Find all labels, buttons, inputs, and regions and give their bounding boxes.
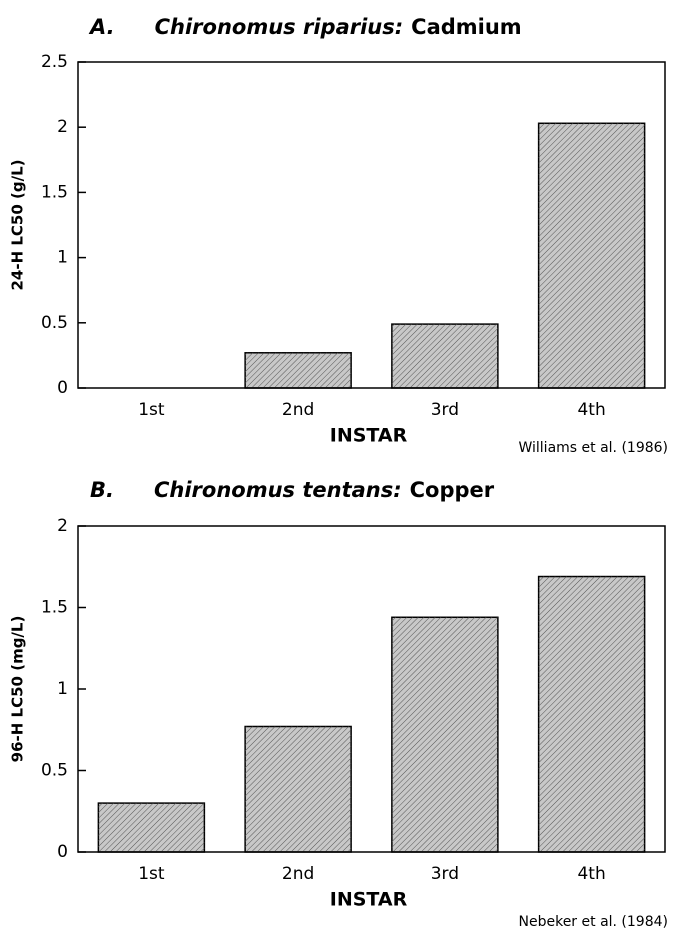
- title-part: Cadmium: [411, 15, 522, 39]
- y-tick-label: 1.5: [41, 598, 68, 618]
- y-tick-label: 0.5: [41, 761, 68, 781]
- x-tick-label: 2nd: [282, 400, 314, 420]
- x-tick-label: 1st: [138, 864, 165, 884]
- x-tick-label: 1st: [138, 400, 165, 420]
- x-tick-label: 4th: [577, 864, 605, 884]
- chart-title: B. Chironomus tentans: Copper: [90, 478, 495, 502]
- plot-frame: [77, 61, 666, 389]
- y-axis-title: 24-H LC50 (g/L): [9, 159, 27, 290]
- bar-hatch: [538, 576, 645, 852]
- bar-hatch: [538, 123, 645, 389]
- title-part: B.: [90, 478, 114, 502]
- y-tick-label: 0: [57, 842, 68, 862]
- y-tick-label: 1.5: [41, 182, 68, 202]
- bar-hatch: [391, 617, 498, 852]
- title-part: Copper: [410, 478, 495, 502]
- x-axis-title: INSTAR: [330, 889, 408, 911]
- y-tick-label: 0.5: [41, 313, 68, 333]
- y-tick-label: 2: [57, 516, 68, 536]
- chart: B. Chironomus tentans: Copper 0 0.5 1 1.5 2 1st 2…: [9, 478, 669, 930]
- bar-hatch: [245, 726, 352, 852]
- x-tick-label: 3rd: [431, 400, 459, 420]
- bar-hatch: [245, 352, 352, 388]
- bar-hatch: [98, 803, 205, 852]
- title-part: A.: [88, 15, 115, 39]
- x-tick-label: 2nd: [282, 864, 314, 884]
- x-axis-title: INSTAR: [330, 425, 408, 447]
- source-note: Nebeker et al. (1984): [519, 914, 669, 930]
- chart-title: A. Chironomus riparius: Cadmium: [88, 15, 522, 39]
- y-axis-title: 96-H LC50 (mg/L): [9, 616, 27, 763]
- x-tick-label: 3rd: [431, 864, 459, 884]
- title-part: Chironomus tentans:: [154, 478, 402, 502]
- y-tick-label: 0: [57, 378, 68, 398]
- chart: A. Chironomus riparius: Cadmium 0 0.5 1 1.5 2 2.…: [9, 15, 669, 456]
- plot-frame: [77, 525, 666, 853]
- title-part: Chironomus riparius:: [155, 15, 404, 39]
- y-tick-label: 2.5: [41, 52, 68, 72]
- x-tick-label: 4th: [577, 400, 605, 420]
- y-tick-label: 1: [57, 248, 68, 268]
- source-note: Williams et al. (1986): [518, 440, 668, 456]
- y-tick-label: 1: [57, 679, 68, 699]
- y-tick-label: 2: [57, 117, 68, 137]
- bar-hatch: [391, 324, 498, 388]
